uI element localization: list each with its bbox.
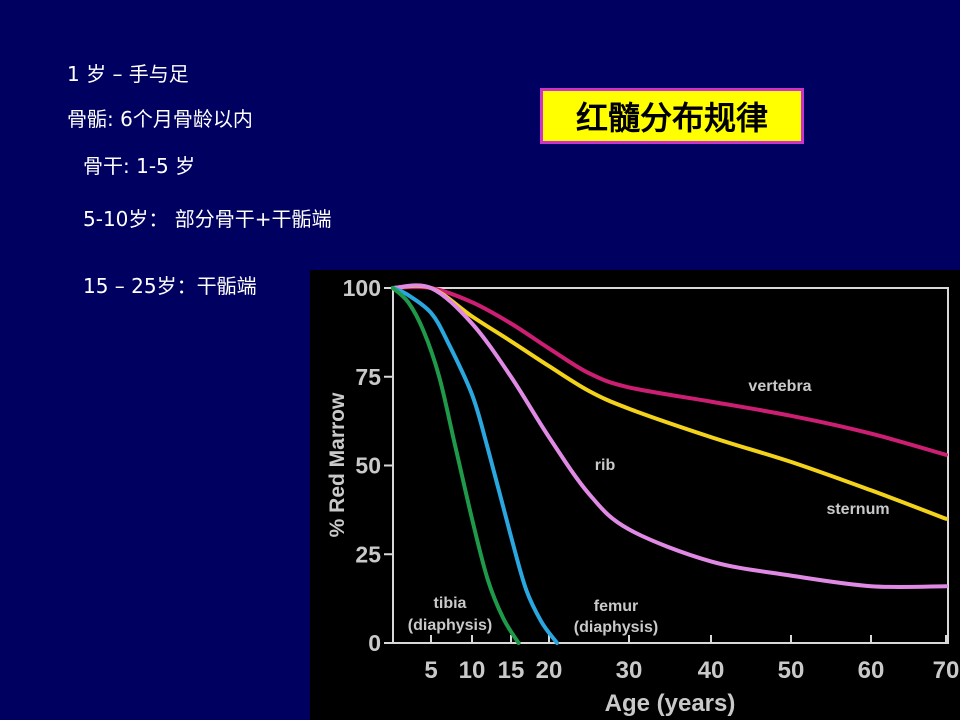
x-tick-label: 10 bbox=[459, 657, 486, 684]
note-line-5: 15 – 25岁：干骺端 bbox=[83, 274, 257, 298]
series-line-femur bbox=[391, 286, 559, 645]
x-tick-label: 60 bbox=[858, 657, 885, 684]
series-line-vertebra bbox=[391, 284, 948, 457]
x-axis-label: Age (years) bbox=[605, 690, 736, 717]
series-label: femur bbox=[594, 598, 638, 615]
plot-frame bbox=[392, 287, 949, 644]
series-label: rib bbox=[595, 457, 616, 474]
series-line-rib bbox=[391, 283, 948, 589]
series-lines bbox=[391, 283, 948, 645]
series-line-sternum bbox=[391, 283, 948, 521]
y-tick-label: 100 bbox=[343, 275, 381, 301]
series-label: sternum bbox=[826, 501, 889, 518]
note-line-2: 骨骺: 6个月骨龄以内 bbox=[67, 107, 253, 131]
note-line-4: 5-10岁： 部分骨干+干骺端 bbox=[83, 207, 332, 231]
note-line-3: 骨干: 1-5 岁 bbox=[83, 154, 196, 178]
y-tick-label: 50 bbox=[355, 453, 381, 479]
series-label: tibia bbox=[434, 595, 467, 612]
y-tick-label: 75 bbox=[355, 364, 381, 390]
red-marrow-chart: 0 25 50 75 100 5 10 15 20 30 40 50 60 70 vertebra ste… bbox=[326, 275, 959, 717]
series-line-tibia bbox=[391, 286, 521, 645]
x-tick-label: 50 bbox=[778, 657, 805, 684]
series-label: (diaphysis) bbox=[408, 617, 492, 634]
series-label: (diaphysis) bbox=[574, 619, 658, 636]
y-axis-label: % Red Marrow bbox=[326, 392, 349, 537]
y-tick-label: 25 bbox=[355, 541, 381, 567]
x-tick-label: 5 bbox=[424, 657, 437, 684]
x-tick-label: 20 bbox=[536, 657, 563, 684]
y-ticks: 0 25 50 75 100 bbox=[343, 275, 393, 656]
x-ticks: 5 10 15 20 30 40 50 60 70 bbox=[424, 635, 959, 684]
x-tick-label: 15 bbox=[498, 657, 525, 684]
title-box: 红髓分布规律 bbox=[540, 88, 804, 144]
note-line-1: 1 岁 – 手与足 bbox=[67, 62, 189, 86]
x-tick-label: 40 bbox=[698, 657, 725, 684]
x-tick-label: 70 bbox=[933, 657, 960, 684]
title-box-text: 红髓分布规律 bbox=[575, 99, 768, 137]
series-labels: vertebra sternum rib femur (diaphysis) tibia (… bbox=[408, 378, 890, 636]
series-label: vertebra bbox=[748, 378, 811, 395]
x-tick-label: 30 bbox=[616, 657, 643, 684]
y-tick-label: 0 bbox=[368, 630, 381, 656]
chart-panel: 0 25 50 75 100 5 10 15 20 30 40 50 60 70 vertebra ste… bbox=[310, 270, 960, 720]
